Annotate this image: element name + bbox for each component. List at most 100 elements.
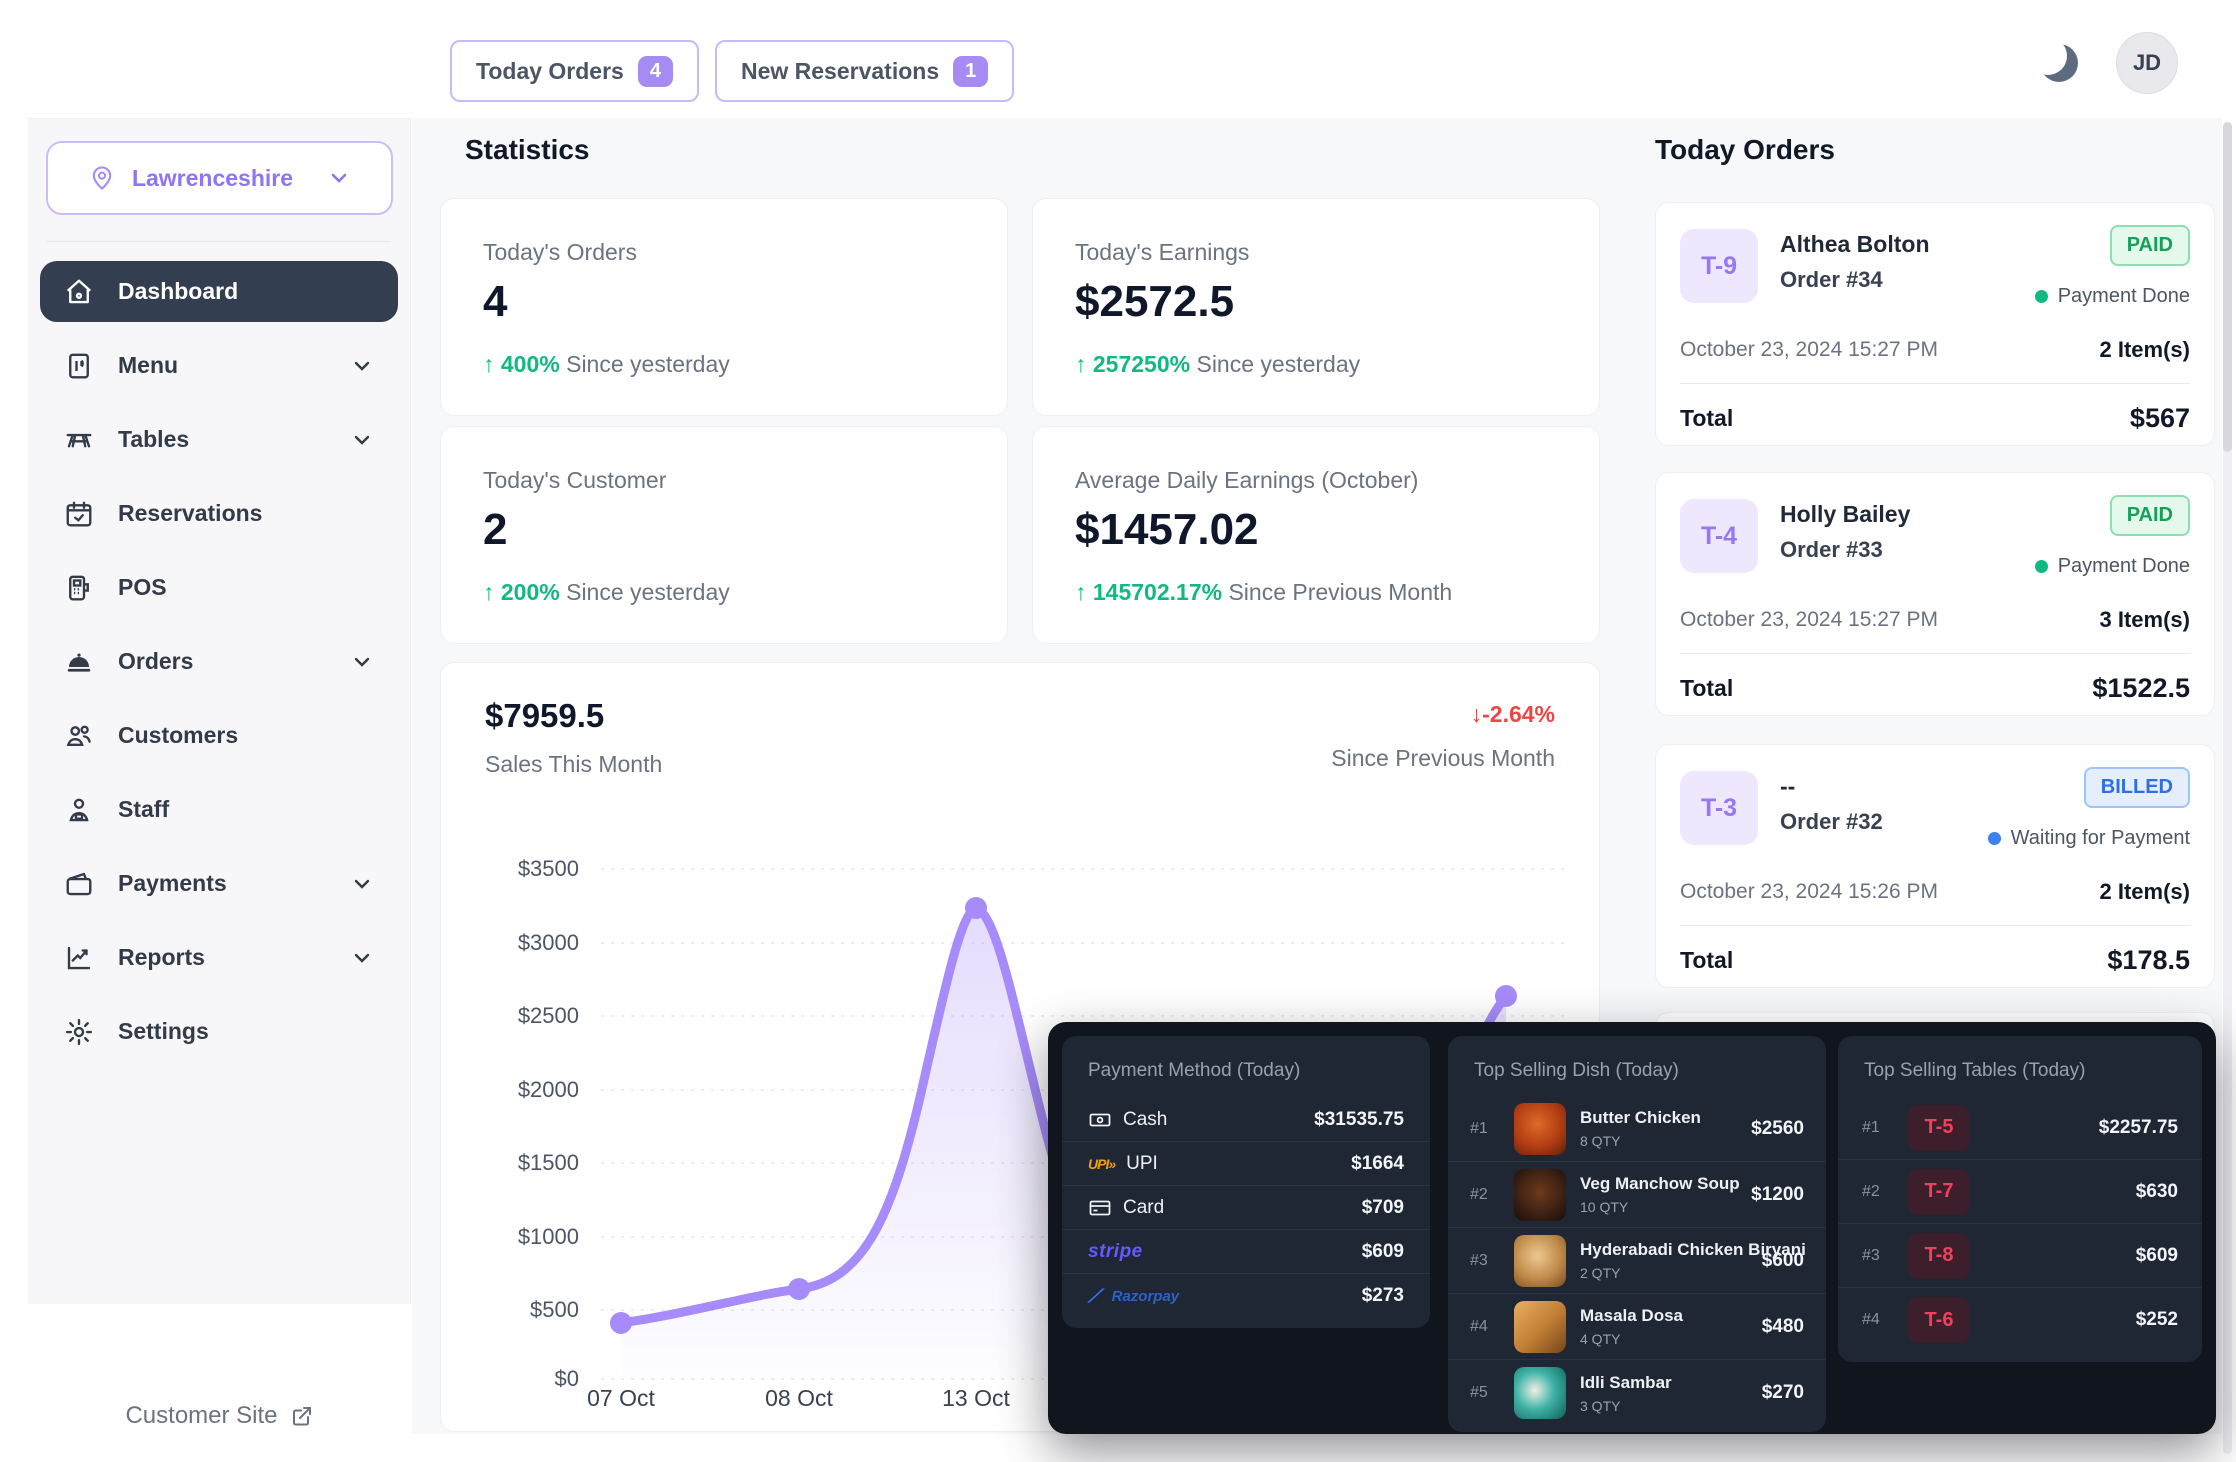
order-total-row: Total $1522.5 (1680, 673, 2190, 704)
status-dot-icon (2034, 290, 2048, 303)
payment-label: Cash (1123, 1108, 1168, 1130)
map-pin-icon (92, 166, 112, 190)
y-axis-label: $1000 (517, 1224, 579, 1249)
location-label: Lawrenceshire (131, 164, 294, 191)
sidebar-item-menu[interactable]: Menu (40, 335, 398, 396)
dark-mode-moon-icon[interactable] (2040, 44, 2078, 82)
order-number: Order #33 (1780, 537, 1883, 562)
up-arrow-icon: ↑ (483, 351, 495, 377)
divider (1680, 925, 2190, 926)
order-date-row: October 23, 2024 15:27 PM 2 Item(s) (1680, 337, 2190, 363)
scrollbar[interactable] (2223, 122, 2232, 1454)
dish-photo (1514, 1234, 1566, 1287)
dish-name: Idli Sambar (1580, 1372, 1672, 1392)
sales-change: ↓-2.64% (1470, 701, 1555, 727)
dish-photo (1514, 1300, 1566, 1353)
stat-card-average-daily-earnings: Average Daily Earnings (October) $1457.0… (1032, 426, 1600, 644)
chevron-down-icon (331, 173, 347, 183)
sidebar-item-staff[interactable]: Staff (40, 779, 398, 840)
chevron-down-icon (354, 657, 370, 667)
table-badge: T-8 (1908, 1232, 1970, 1279)
stat-value: 4 (483, 277, 508, 326)
sales-total: $7959.5 (485, 697, 605, 734)
sidebar: Lawrenceshire Dashboard Menu Tables Rese… (28, 118, 411, 1304)
insights-overlay: Payment Method (Today) Cash $31535.75 UP… (1048, 1022, 2216, 1434)
status-dot-icon (1987, 832, 2001, 845)
sidebar-nav: Dashboard Menu Tables Reservations POS (40, 261, 398, 1062)
order-total-row: Total $178.5 (1680, 945, 2190, 976)
x-axis-label: 13 Oct (942, 1385, 1010, 1411)
credit-card-icon (1089, 1200, 1111, 1215)
stat-change-pct: 257250% (1092, 351, 1191, 377)
order-card[interactable]: T-9 Althea Bolton Order #34 PAID Payment… (1655, 202, 2215, 446)
total-label: Total (1680, 675, 1734, 701)
order-card[interactable]: T-3 -- Order #32 BILLED Waiting for Paym… (1655, 744, 2215, 988)
new-reservations-button[interactable]: New Reservations 1 (714, 40, 1015, 102)
payment-row-card: Card $709 (1062, 1186, 1430, 1230)
dish-photo (1514, 1168, 1566, 1221)
dish-price: $480 (1761, 1315, 1804, 1337)
table-rank: #4 (1862, 1311, 1880, 1328)
y-axis-label: $0 (554, 1366, 579, 1391)
sidebar-item-reservations[interactable]: Reservations (40, 483, 398, 544)
status-badge: PAID (2109, 495, 2190, 536)
dish-rank: #1 (1470, 1119, 1488, 1137)
sidebar-item-tables[interactable]: Tables (40, 409, 398, 470)
stat-card-todays-customer: Today's Customer 2 ↑ 200% Since yesterda… (440, 426, 1008, 644)
sidebar-item-pos[interactable]: POS (40, 557, 398, 618)
sidebar-item-customers[interactable]: Customers (40, 705, 398, 766)
today-orders-count-badge: 4 (637, 55, 673, 87)
sidebar-item-payments[interactable]: Payments (40, 853, 398, 914)
today-orders-button[interactable]: Today Orders 4 (450, 40, 699, 102)
dish-rank: #4 (1470, 1317, 1488, 1335)
dish-name: Hyderabadi Chicken Biryani (1580, 1240, 1806, 1259)
order-date-row: October 23, 2024 15:27 PM 3 Item(s) (1680, 607, 2190, 633)
table-rank: #1 (1862, 1118, 1880, 1136)
sidebar-item-dashboard[interactable]: Dashboard (40, 261, 398, 322)
upi-logo-icon: UPI» (1088, 1155, 1116, 1172)
payment-status-label: Payment Done (2057, 555, 2190, 577)
payment-row-upi: UPI» UPI $1664 (1062, 1142, 1430, 1186)
customer-site-link[interactable]: Customer Site (28, 1402, 411, 1430)
sidebar-item-settings[interactable]: Settings (40, 1001, 398, 1062)
gear-icon (65, 1018, 93, 1045)
payment-row-cash: Cash $31535.75 (1062, 1098, 1430, 1142)
sidebar-item-orders[interactable]: Orders (40, 631, 398, 692)
stat-value: 2 (483, 505, 508, 554)
order-card[interactable]: T-4 Holly Bailey Order #33 PAID Payment … (1655, 472, 2215, 716)
sidebar-item-label: Settings (118, 1018, 209, 1044)
table-badge: T-7 (1908, 1168, 1970, 1215)
table-price: $630 (2135, 1180, 2178, 1202)
divider (1680, 653, 2190, 654)
menu-book-icon (69, 353, 89, 378)
total-label: Total (1680, 947, 1734, 973)
order-items: 2 Item(s) (2099, 337, 2190, 362)
data-point (965, 897, 987, 919)
customer-site-label: Customer Site (125, 1402, 278, 1429)
order-number: Order #34 (1780, 267, 1883, 292)
table-rank: #2 (1862, 1182, 1880, 1200)
topbar-buttons: Today Orders 4 New Reservations 1 (450, 40, 1015, 102)
dish-row: #4 Masala Dosa 4 QTY $480 (1448, 1294, 1826, 1360)
stat-change-pct: 145702.17% (1092, 579, 1223, 605)
table-price: $609 (2135, 1244, 2178, 1266)
y-axis-label: $3000 (517, 930, 579, 955)
order-number: Order #32 (1780, 809, 1883, 834)
order-items: 2 Item(s) (2099, 879, 2190, 904)
stat-change-pct: 400% (500, 351, 560, 377)
dish-price: $600 (1761, 1249, 1804, 1271)
scrollbar-thumb[interactable] (2223, 122, 2232, 452)
dish-name: Butter Chicken (1580, 1108, 1701, 1127)
new-reservations-count-badge: 1 (953, 55, 989, 87)
stripe-logo: stripe (1088, 1240, 1143, 1262)
location-selector[interactable]: Lawrenceshire (46, 141, 393, 215)
stat-change-since: Since yesterday (1196, 351, 1361, 377)
order-date: October 23, 2024 15:26 PM (1680, 880, 1938, 903)
table-badge: T-3 (1680, 771, 1758, 845)
stat-change-since: Since yesterday (566, 351, 730, 377)
payment-value: $609 (1361, 1240, 1404, 1262)
total-value: $567 (2129, 403, 2190, 433)
avatar[interactable]: JD (2116, 32, 2178, 94)
sidebar-item-reports[interactable]: Reports (40, 927, 398, 988)
staff-person-icon (69, 798, 89, 821)
